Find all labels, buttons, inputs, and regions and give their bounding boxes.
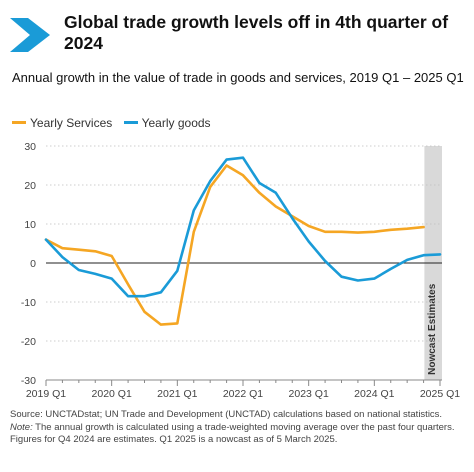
- source-note: Source: UNCTADstat; UN Trade and Develop…: [10, 409, 468, 447]
- series-line-goods: [44, 156, 442, 298]
- legend-item-goods: Yearly goods: [123, 116, 211, 130]
- y-tick-label: -20: [21, 336, 36, 348]
- x-tick-label: 2025 Q1: [420, 388, 460, 400]
- note-body: The annual growth is calculated using a …: [10, 421, 455, 446]
- x-tick-label: 2020 Q1: [92, 388, 132, 400]
- x-tick-label: 2019 Q1: [26, 388, 66, 400]
- y-tick-label: -10: [21, 297, 36, 309]
- y-tick-label: 0: [30, 258, 36, 270]
- chart-subtitle: Annual growth in the value of trade in g…: [12, 70, 464, 85]
- legend-label-goods: Yearly goods: [141, 116, 211, 130]
- legend-label-services: Yearly Services: [30, 116, 113, 130]
- chart-title: Global trade growth levels off in 4th qu…: [64, 12, 449, 53]
- x-tick-label: 2022 Q1: [223, 388, 263, 400]
- line-chart: Nowcast Estimates -30 -20 -10 0 10 20 30 2019 Q1…: [21, 141, 460, 400]
- x-tick-label: 2023 Q1: [289, 388, 329, 400]
- note-label: Note:: [10, 421, 33, 433]
- y-tick-label: -30: [21, 375, 36, 387]
- x-tick-label: 2021 Q1: [157, 388, 197, 400]
- legend: Yearly Services Yearly goods: [12, 116, 219, 130]
- legend-swatch-services: [12, 121, 26, 125]
- source-text: Source: UNCTADstat; UN Trade and Develop…: [10, 409, 443, 420]
- chevron-logo-icon: [10, 18, 50, 52]
- note-text: Note: The annual growth is calculated us…: [10, 422, 468, 447]
- y-tick-label: 10: [24, 219, 36, 231]
- x-tick-label: 2024 Q1: [354, 388, 394, 400]
- series-line-services: [44, 164, 425, 326]
- y-tick-label: 20: [24, 180, 36, 192]
- legend-swatch-goods: [123, 121, 138, 125]
- legend-item-services: Yearly Services: [12, 116, 112, 130]
- y-tick-label: 30: [24, 141, 36, 153]
- nowcast-label: Nowcast Estimates: [427, 283, 438, 375]
